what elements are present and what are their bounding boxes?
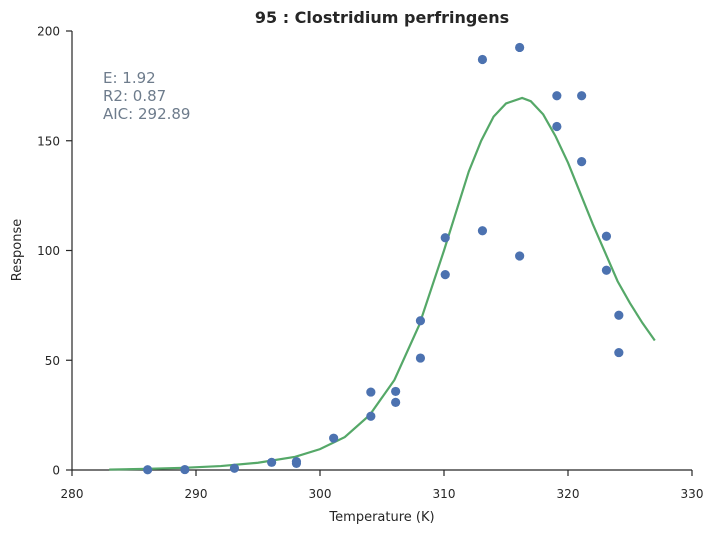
data-point — [614, 347, 624, 358]
data-point — [515, 251, 525, 261]
data-point — [477, 54, 488, 65]
stat-r2: R2: 0.87 — [103, 87, 166, 105]
data-point — [601, 265, 612, 275]
x-axis-label: Temperature (K) — [328, 510, 434, 525]
data-point — [577, 91, 587, 101]
y-tick-label: 150 — [37, 134, 60, 148]
data-point — [477, 226, 488, 236]
data-point — [552, 121, 562, 132]
x-tick-label: 330 — [681, 487, 704, 501]
x-tick-label: 300 — [309, 487, 332, 501]
data-point — [366, 411, 376, 421]
fit-curve — [109, 96, 656, 471]
data-point — [329, 433, 339, 443]
data-point — [415, 353, 426, 363]
x-tick-label: 290 — [185, 487, 208, 501]
data-point — [143, 465, 153, 475]
data-point — [577, 157, 587, 167]
data-points-layer — [143, 42, 624, 475]
y-tick-label: 200 — [37, 25, 60, 39]
x-tick-label: 280 — [61, 487, 84, 501]
data-point — [391, 386, 401, 397]
data-point — [601, 231, 612, 241]
data-point — [229, 463, 240, 473]
data-point — [415, 316, 426, 326]
stat-e: E: 1.92 — [103, 69, 156, 87]
y-axis-label: Response — [10, 219, 25, 281]
data-point — [391, 397, 401, 407]
data-point — [267, 457, 277, 467]
data-point — [552, 91, 562, 101]
fit-curve-layer — [109, 96, 656, 471]
y-tick-label: 50 — [45, 354, 60, 368]
data-point — [614, 310, 624, 320]
y-tick-label: 0 — [52, 464, 60, 478]
chart-title: 95 : Clostridium perfringens — [255, 8, 509, 27]
x-tick-label: 320 — [557, 487, 580, 501]
data-point — [440, 233, 450, 243]
x-tick-label: 310 — [433, 487, 456, 501]
data-point — [366, 387, 376, 397]
y-tick-label: 100 — [37, 244, 60, 258]
data-point — [291, 457, 302, 467]
axes: 280 290 300 310 320 330 0 50 100 150 200 — [37, 25, 703, 502]
data-point — [440, 270, 450, 280]
fit-statistics: E: 1.92 R2: 0.87 AIC: 292.89 — [103, 69, 190, 123]
data-point — [515, 42, 525, 53]
data-point — [180, 464, 190, 475]
stat-aic: AIC: 292.89 — [103, 105, 190, 123]
